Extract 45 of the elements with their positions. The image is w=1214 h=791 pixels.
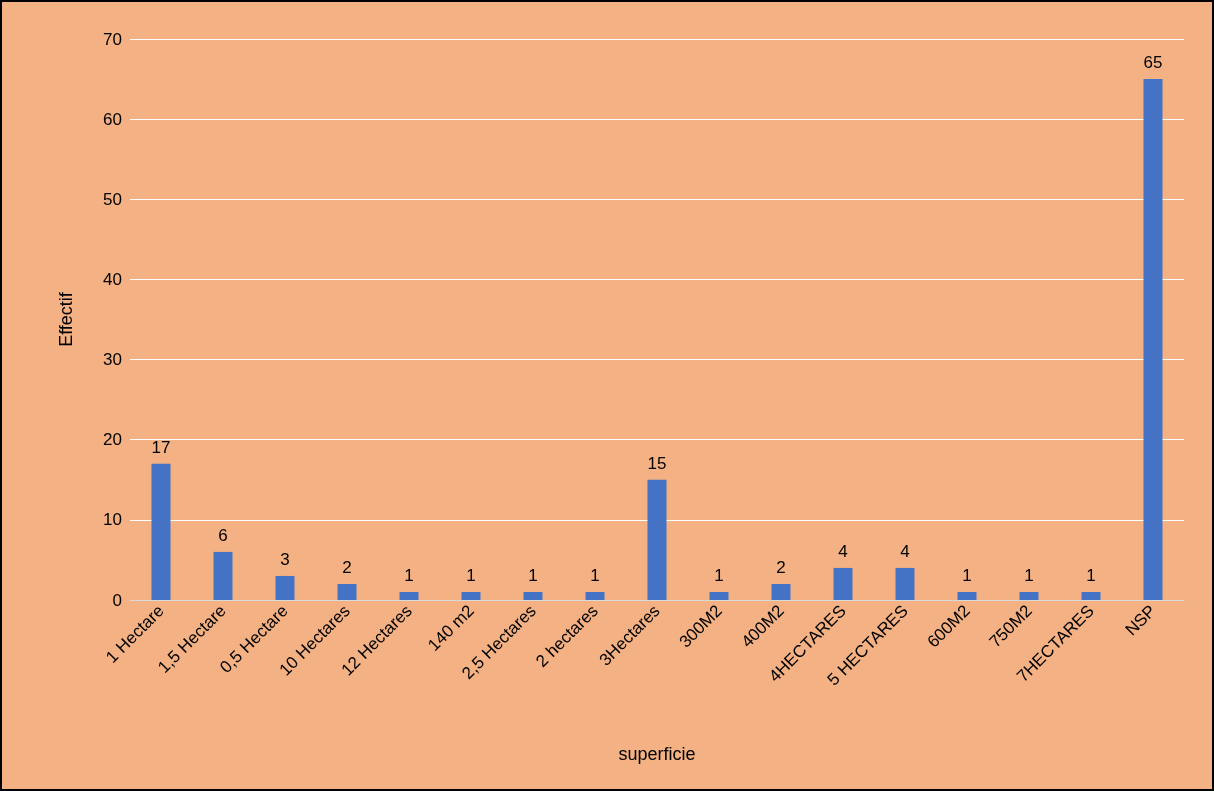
bar [833,567,853,600]
data-label: 2 [776,557,786,577]
y-tick-label: 30 [103,350,122,370]
y-tick-label: 20 [103,430,122,450]
bar [399,591,419,600]
y-tick-label: 50 [103,189,122,209]
data-label: 1 [714,565,724,585]
bar [585,591,605,600]
bar [709,591,729,600]
data-label: 2 [342,557,352,577]
y-tick-label: 60 [103,109,122,129]
data-label: 1 [528,565,538,585]
data-label: 1 [590,565,600,585]
data-label: 4 [838,541,848,561]
data-label: 1 [962,565,972,585]
data-label: 1 [1086,565,1096,585]
y-tick-label: 10 [103,510,122,530]
bar [461,591,481,600]
bar [275,575,295,600]
x-tick-label: 140 m2 [424,601,478,655]
y-tick-label: 0 [112,590,122,610]
data-label: 4 [900,541,910,561]
bar [151,463,171,600]
bar [1019,591,1039,600]
bar [647,479,667,600]
data-label: 65 [1143,53,1163,73]
bar [895,567,915,600]
y-tick-label: 40 [103,269,122,289]
bar [1081,591,1101,600]
data-label: 15 [647,453,667,473]
y-tick-label: 70 [103,29,122,49]
bar [771,583,791,600]
data-label: 3 [280,549,290,569]
data-label: 1 [466,565,476,585]
bar [213,551,233,600]
data-label: 1 [404,565,414,585]
bar [957,591,977,600]
x-axis-title: superficie [618,744,696,764]
data-label: 17 [151,437,171,457]
bar [1143,79,1163,600]
y-axis-title: Effectif [56,291,76,347]
bar [523,591,543,600]
data-label: 1 [1024,565,1034,585]
bar [337,583,357,600]
data-label: 6 [218,525,228,545]
